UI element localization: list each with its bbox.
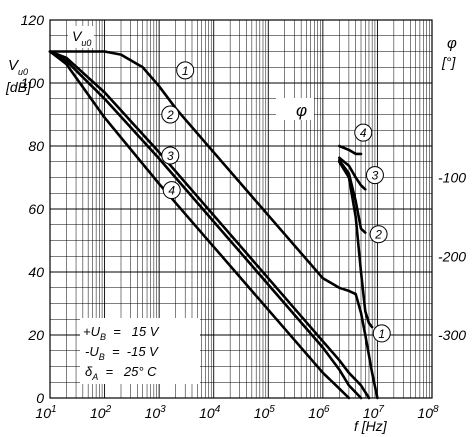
x-tick-label: 102 bbox=[90, 404, 112, 421]
x-tick-label: 107 bbox=[363, 404, 385, 421]
curve-label-text: 4 bbox=[360, 126, 367, 140]
x-tick-label: 103 bbox=[145, 404, 167, 421]
plot-frame bbox=[49, 19, 433, 399]
y-right-tick-label: -300 bbox=[438, 327, 466, 343]
phase-curve-label: φ bbox=[296, 101, 307, 120]
curve-label-circle bbox=[372, 324, 391, 343]
phase-curve-2 bbox=[338, 158, 367, 234]
y-left-label: Vu0 bbox=[8, 57, 28, 77]
condition-ub-neg: -UB = -15 V bbox=[85, 344, 159, 362]
curve-label-circle bbox=[176, 61, 195, 80]
x-tick-label: 106 bbox=[308, 404, 330, 421]
x-axis-label: f [Hz] bbox=[354, 418, 388, 434]
curve-labels: 1 2 3 4 4 3 2 1 bbox=[161, 61, 391, 343]
x-tick-label: 108 bbox=[417, 404, 439, 421]
y-right-tick-label: -200 bbox=[438, 248, 466, 264]
y-left-unit: [dB] bbox=[5, 79, 32, 95]
curve-label-circle bbox=[162, 181, 181, 200]
y-right-label: φ bbox=[447, 35, 457, 52]
phase-curve-4 bbox=[338, 144, 363, 156]
condition-temp: δA = 25° C bbox=[85, 364, 157, 382]
left-axis-ticks: 0 20 40 60 80 100 120 bbox=[21, 12, 45, 406]
x-axis-ticks: 101 102 103 104 105 106 107 108 bbox=[35, 404, 439, 421]
y-left-tick-label: 80 bbox=[28, 138, 44, 154]
x-tick-label: 101 bbox=[35, 404, 56, 421]
gain-curve-2 bbox=[48, 50, 371, 400]
curve-label-circle bbox=[161, 105, 180, 124]
top-label-box bbox=[68, 26, 94, 48]
top-curve-label: Vu0 bbox=[72, 28, 91, 48]
y-left-tick-label: 60 bbox=[28, 201, 44, 217]
y-left-tick-label: 100 bbox=[21, 75, 45, 91]
conditions-box bbox=[80, 318, 200, 384]
phase-curves bbox=[338, 144, 374, 329]
gain-curves bbox=[48, 50, 379, 400]
curve-label-text: 3 bbox=[372, 169, 379, 183]
curve-label-text: 3 bbox=[167, 149, 174, 163]
curve-label-text: 2 bbox=[166, 108, 174, 122]
gain-curve-3 bbox=[48, 50, 363, 400]
gain-curve-4 bbox=[48, 50, 351, 400]
y-left-tick-label: 120 bbox=[21, 12, 45, 28]
condition-ub-pos: +UB = 15 V bbox=[83, 324, 160, 342]
curve-label-text: 4 bbox=[168, 184, 175, 198]
y-right-tick-label: -100 bbox=[438, 170, 466, 186]
curve-label-circle bbox=[369, 225, 388, 244]
x-tick-label: 104 bbox=[199, 404, 221, 421]
y-left-tick-label: 20 bbox=[27, 327, 44, 343]
phase-label-box bbox=[276, 98, 314, 120]
y-left-tick-label: 40 bbox=[28, 264, 44, 280]
y-right-unit: [°] bbox=[441, 54, 456, 70]
gain-curve-1 bbox=[48, 50, 379, 400]
curve-label-circle bbox=[354, 123, 373, 142]
curve-label-circle bbox=[161, 146, 180, 165]
x-tick-label: 105 bbox=[254, 404, 276, 421]
phase-curve-3 bbox=[338, 156, 367, 191]
curve-label-text: 1 bbox=[182, 64, 189, 78]
curve-label-text: 1 bbox=[378, 327, 385, 341]
y-left-tick-label: 0 bbox=[36, 390, 44, 406]
right-axis-ticks: -100 -200 -300 bbox=[438, 170, 466, 344]
curve-label-text: 2 bbox=[374, 228, 382, 242]
curve-label-circle bbox=[365, 166, 384, 185]
